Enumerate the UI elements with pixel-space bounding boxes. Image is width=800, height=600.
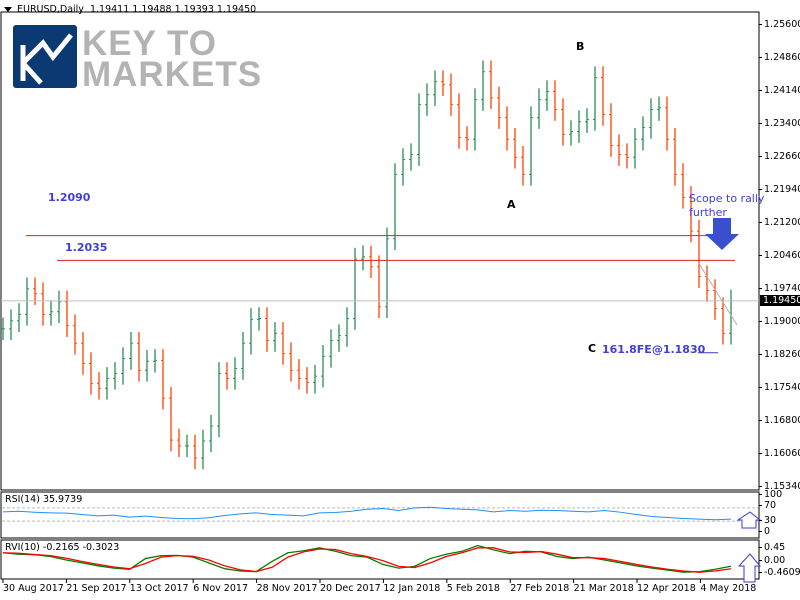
rsi-tick-label: 30 <box>758 515 777 526</box>
x-tick-label: 13 Oct 2017 <box>129 583 189 594</box>
x-tick-label: 30 Aug 2017 <box>3 583 64 594</box>
rvi-panel-frame <box>0 539 760 580</box>
y-tick-label: 1.24140 <box>758 85 800 96</box>
rsi-tick-label: 100 <box>758 489 783 500</box>
rvi-tick-label: 0.45 <box>758 542 786 553</box>
rvi-signal-line <box>2 547 732 573</box>
y-tick-label: 1.21940 <box>758 184 800 195</box>
rsi-tick-label: 70 <box>758 500 777 511</box>
rsi-title: RSI(14) 35.9739 <box>5 494 83 505</box>
symbol-label: EURUSD,Daily <box>17 4 84 15</box>
x-tick-label: 12 Jan 2018 <box>383 583 441 594</box>
x-tick-label: 6 Nov 2017 <box>193 583 248 594</box>
y-tick-label: 1.21200 <box>758 217 800 228</box>
rvi-up-arrow-icon <box>737 553 762 583</box>
chart-title: EURUSD,Daily 1.19411 1.19488 1.19393 1.1… <box>4 4 256 15</box>
rsi-line <box>2 506 732 521</box>
x-tick-label: 21 Mar 2018 <box>573 583 634 594</box>
main-panel-frame <box>0 11 760 491</box>
level-label-1: 1.2090 <box>48 191 91 204</box>
y-tick-label: 1.23400 <box>758 118 800 129</box>
scope-label-line1: Scope to rally <box>689 192 765 205</box>
rvi-tick-label: 0.00 <box>758 555 786 566</box>
fe-target-label: 161.8FE@1.1830 <box>602 343 706 356</box>
x-tick-label: 20 Dec 2017 <box>320 583 381 594</box>
wave-label-c: C <box>588 342 597 355</box>
y-tick-label: 1.25600 <box>758 19 800 30</box>
y-tick-label: 1.20460 <box>758 250 800 261</box>
level-label-2: 1.2035 <box>65 241 108 254</box>
x-tick-label: 5 Feb 2018 <box>446 583 500 594</box>
rsi-up-arrow-icon <box>736 511 762 529</box>
dropdown-triangle-icon[interactable] <box>4 7 12 12</box>
rsi-panel-frame <box>0 491 760 539</box>
current-price-tag: 1.19450 <box>760 295 800 306</box>
ohlc-readout: 1.19411 1.19488 1.19393 1.19450 <box>89 4 257 15</box>
wave-label-a: A <box>507 198 516 211</box>
y-tick-label: 1.19740 <box>758 283 800 294</box>
logo-icon <box>13 25 77 88</box>
rsi-tick-label: 0 <box>758 526 771 537</box>
x-tick-label: 12 Apr 2018 <box>637 583 696 594</box>
trend-line <box>697 261 738 326</box>
rvi-title: RVI(10) -0.2165 -0.3023 <box>5 542 120 553</box>
y-tick-label: 1.18260 <box>758 349 800 360</box>
y-tick-label: 1.24860 <box>758 52 800 63</box>
x-tick-label: 4 May 2018 <box>700 583 757 594</box>
x-tick-label: 21 Sep 2017 <box>66 583 127 594</box>
rvi-tick-label: -0.4609 <box>759 567 800 578</box>
logo-text-line2: MARKETS <box>82 55 263 94</box>
y-tick-label: 1.16060 <box>758 448 800 459</box>
x-tick-label: 27 Feb 2018 <box>510 583 570 594</box>
wave-label-b: B <box>576 40 585 53</box>
scope-label-line2: further <box>689 206 727 219</box>
logo-text-line1: KEY TO <box>82 24 218 63</box>
y-tick-label: 1.15340 <box>758 481 800 492</box>
x-tick-label: 28 Nov 2017 <box>256 583 318 594</box>
down-arrow-icon <box>705 218 739 250</box>
y-tick-label: 1.22660 <box>758 151 800 162</box>
y-tick-label: 1.17540 <box>758 382 800 393</box>
y-tick-label: 1.19000 <box>758 316 800 327</box>
y-tick-label: 1.16800 <box>758 415 800 426</box>
